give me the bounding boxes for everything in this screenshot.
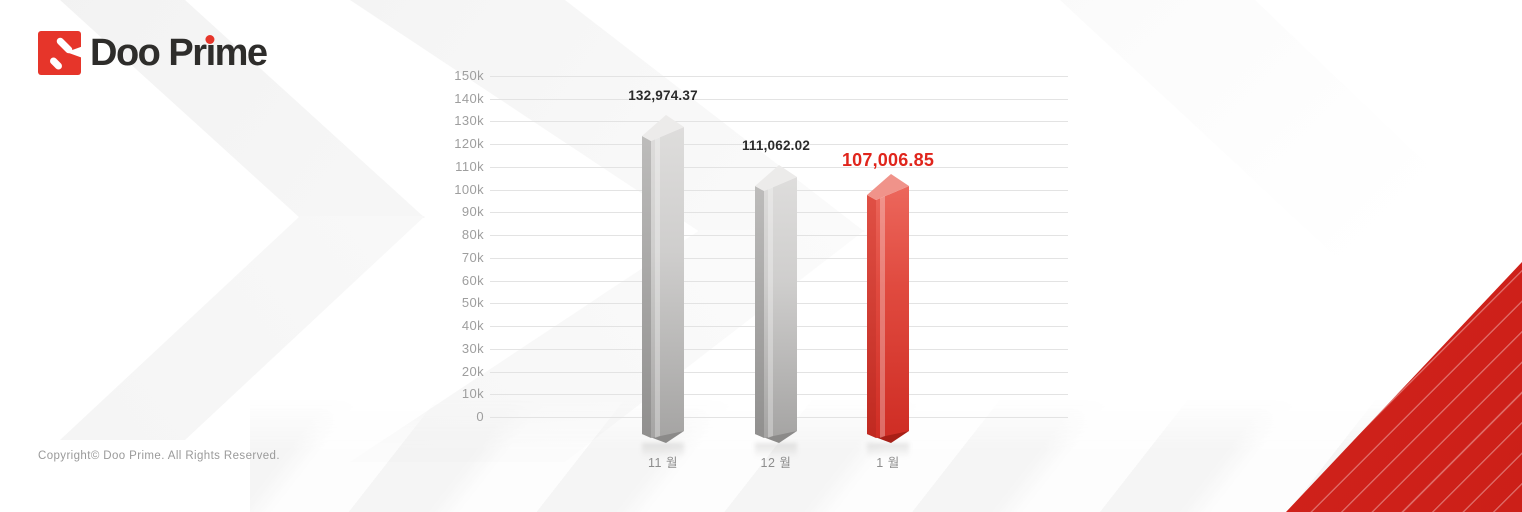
bar-column xyxy=(867,174,909,443)
bar-column xyxy=(755,165,797,443)
y-axis-label: 90k xyxy=(461,204,484,220)
y-axis-label: 10k xyxy=(461,386,484,402)
wordmark-prefix: Doo Pr xyxy=(90,32,207,74)
doo-prime-logo-icon xyxy=(38,31,81,75)
brand-i-dot-icon xyxy=(205,34,215,44)
wordmark-i: ı xyxy=(205,32,216,74)
gridline xyxy=(490,98,1068,100)
y-axis-label: 40k xyxy=(461,318,484,334)
gridline xyxy=(490,76,1068,77)
y-axis-label: 60k xyxy=(461,272,484,288)
bar-reflection xyxy=(755,443,797,458)
y-axis-label: 20k xyxy=(461,363,484,379)
bar-chart: 0 10k 20k 30k 40k 50k 60k 70k 80k 90k 100k 110k 120k… xyxy=(440,60,1100,500)
y-axis-label: 70k xyxy=(461,249,484,265)
gridline xyxy=(490,144,1068,146)
x-axis-label: 1 월 xyxy=(876,456,900,470)
bar-value-label: 107,006.85 xyxy=(841,150,935,170)
bar-reflection xyxy=(642,443,684,458)
y-axis-label: 50k xyxy=(461,295,484,311)
logo-notch-icon xyxy=(66,46,81,58)
y-axis-label: 150k xyxy=(454,68,484,83)
y-axis-label: 140k xyxy=(454,90,484,106)
bar-value-label: 132,974.37 xyxy=(628,88,698,103)
wordmark-suffix: me xyxy=(214,32,268,74)
y-axis-label: 130k xyxy=(454,113,484,129)
y-axis-label: 120k xyxy=(454,136,484,152)
brand-logo: Doo Prı me xyxy=(38,31,268,75)
gridline xyxy=(490,121,1068,123)
bar-value-label: 111,062.02 xyxy=(741,138,811,153)
y-axis-label: 110k xyxy=(455,158,484,174)
x-axis-label: 12 월 xyxy=(760,456,792,470)
bar-reflection xyxy=(867,443,909,458)
brand-wordmark: Doo Prı me xyxy=(90,32,268,74)
y-axis-label: 80k xyxy=(461,227,484,243)
y-axis-label: 0 xyxy=(476,409,484,424)
bar-column xyxy=(642,115,684,443)
logo-slash-bottom-icon xyxy=(48,56,64,71)
x-axis-label: 11 월 xyxy=(648,456,678,470)
y-axis-label: 30k xyxy=(461,340,484,356)
copyright-text: Copyright© Doo Prime. All Rights Reserve… xyxy=(38,450,280,462)
y-axis-label: 100k xyxy=(454,181,484,197)
